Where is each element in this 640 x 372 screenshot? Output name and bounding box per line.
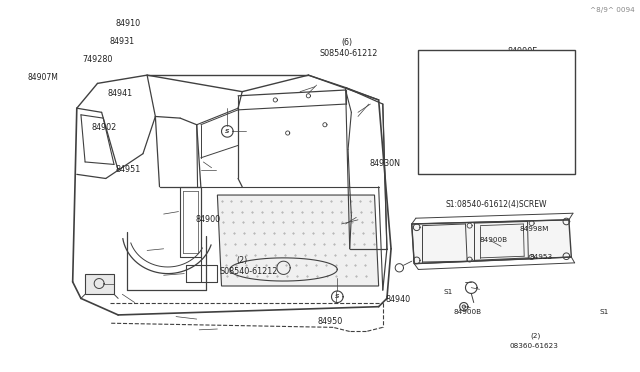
Text: 84907M: 84907M (28, 73, 59, 81)
Text: S1:08540-61612(4)SCREW: S1:08540-61612(4)SCREW (445, 201, 547, 209)
Text: 84955: 84955 (520, 68, 545, 77)
Text: S: S (335, 294, 340, 299)
Text: (6): (6) (341, 38, 352, 46)
Text: 84910: 84910 (115, 19, 140, 29)
Text: ^8/9^ 0094: ^8/9^ 0094 (590, 7, 635, 13)
Text: 08360-61623: 08360-61623 (510, 343, 559, 349)
Bar (85, 273, 114, 294)
Text: S: S (465, 63, 469, 68)
Text: (2): (2) (530, 333, 540, 339)
Text: 84950: 84950 (318, 317, 343, 327)
Text: 84900B: 84900B (453, 309, 481, 315)
Text: 84998M: 84998M (520, 226, 549, 232)
Text: S1: S1 (443, 289, 452, 295)
Text: 749280: 749280 (82, 55, 113, 64)
Text: 84953: 84953 (530, 254, 553, 260)
Polygon shape (218, 195, 379, 286)
Text: S08540-61212: S08540-61212 (220, 266, 278, 276)
Text: 84960: 84960 (545, 121, 570, 129)
Text: S1: S1 (600, 309, 609, 315)
Text: 84902: 84902 (92, 122, 117, 131)
Text: (2): (2) (236, 256, 247, 264)
Polygon shape (412, 220, 572, 264)
Text: S08540-61212: S08540-61212 (320, 49, 378, 58)
Text: 84900: 84900 (195, 215, 220, 224)
Text: 84940: 84940 (385, 295, 410, 305)
Text: 84900B: 84900B (480, 237, 508, 243)
Bar (419, 50, 575, 174)
Text: 84941: 84941 (108, 90, 133, 99)
Text: 84990E: 84990E (508, 46, 538, 55)
Text: 84951: 84951 (115, 166, 140, 174)
Text: S: S (225, 129, 230, 134)
Text: 84930N: 84930N (370, 160, 401, 169)
Text: 84931: 84931 (110, 38, 135, 46)
